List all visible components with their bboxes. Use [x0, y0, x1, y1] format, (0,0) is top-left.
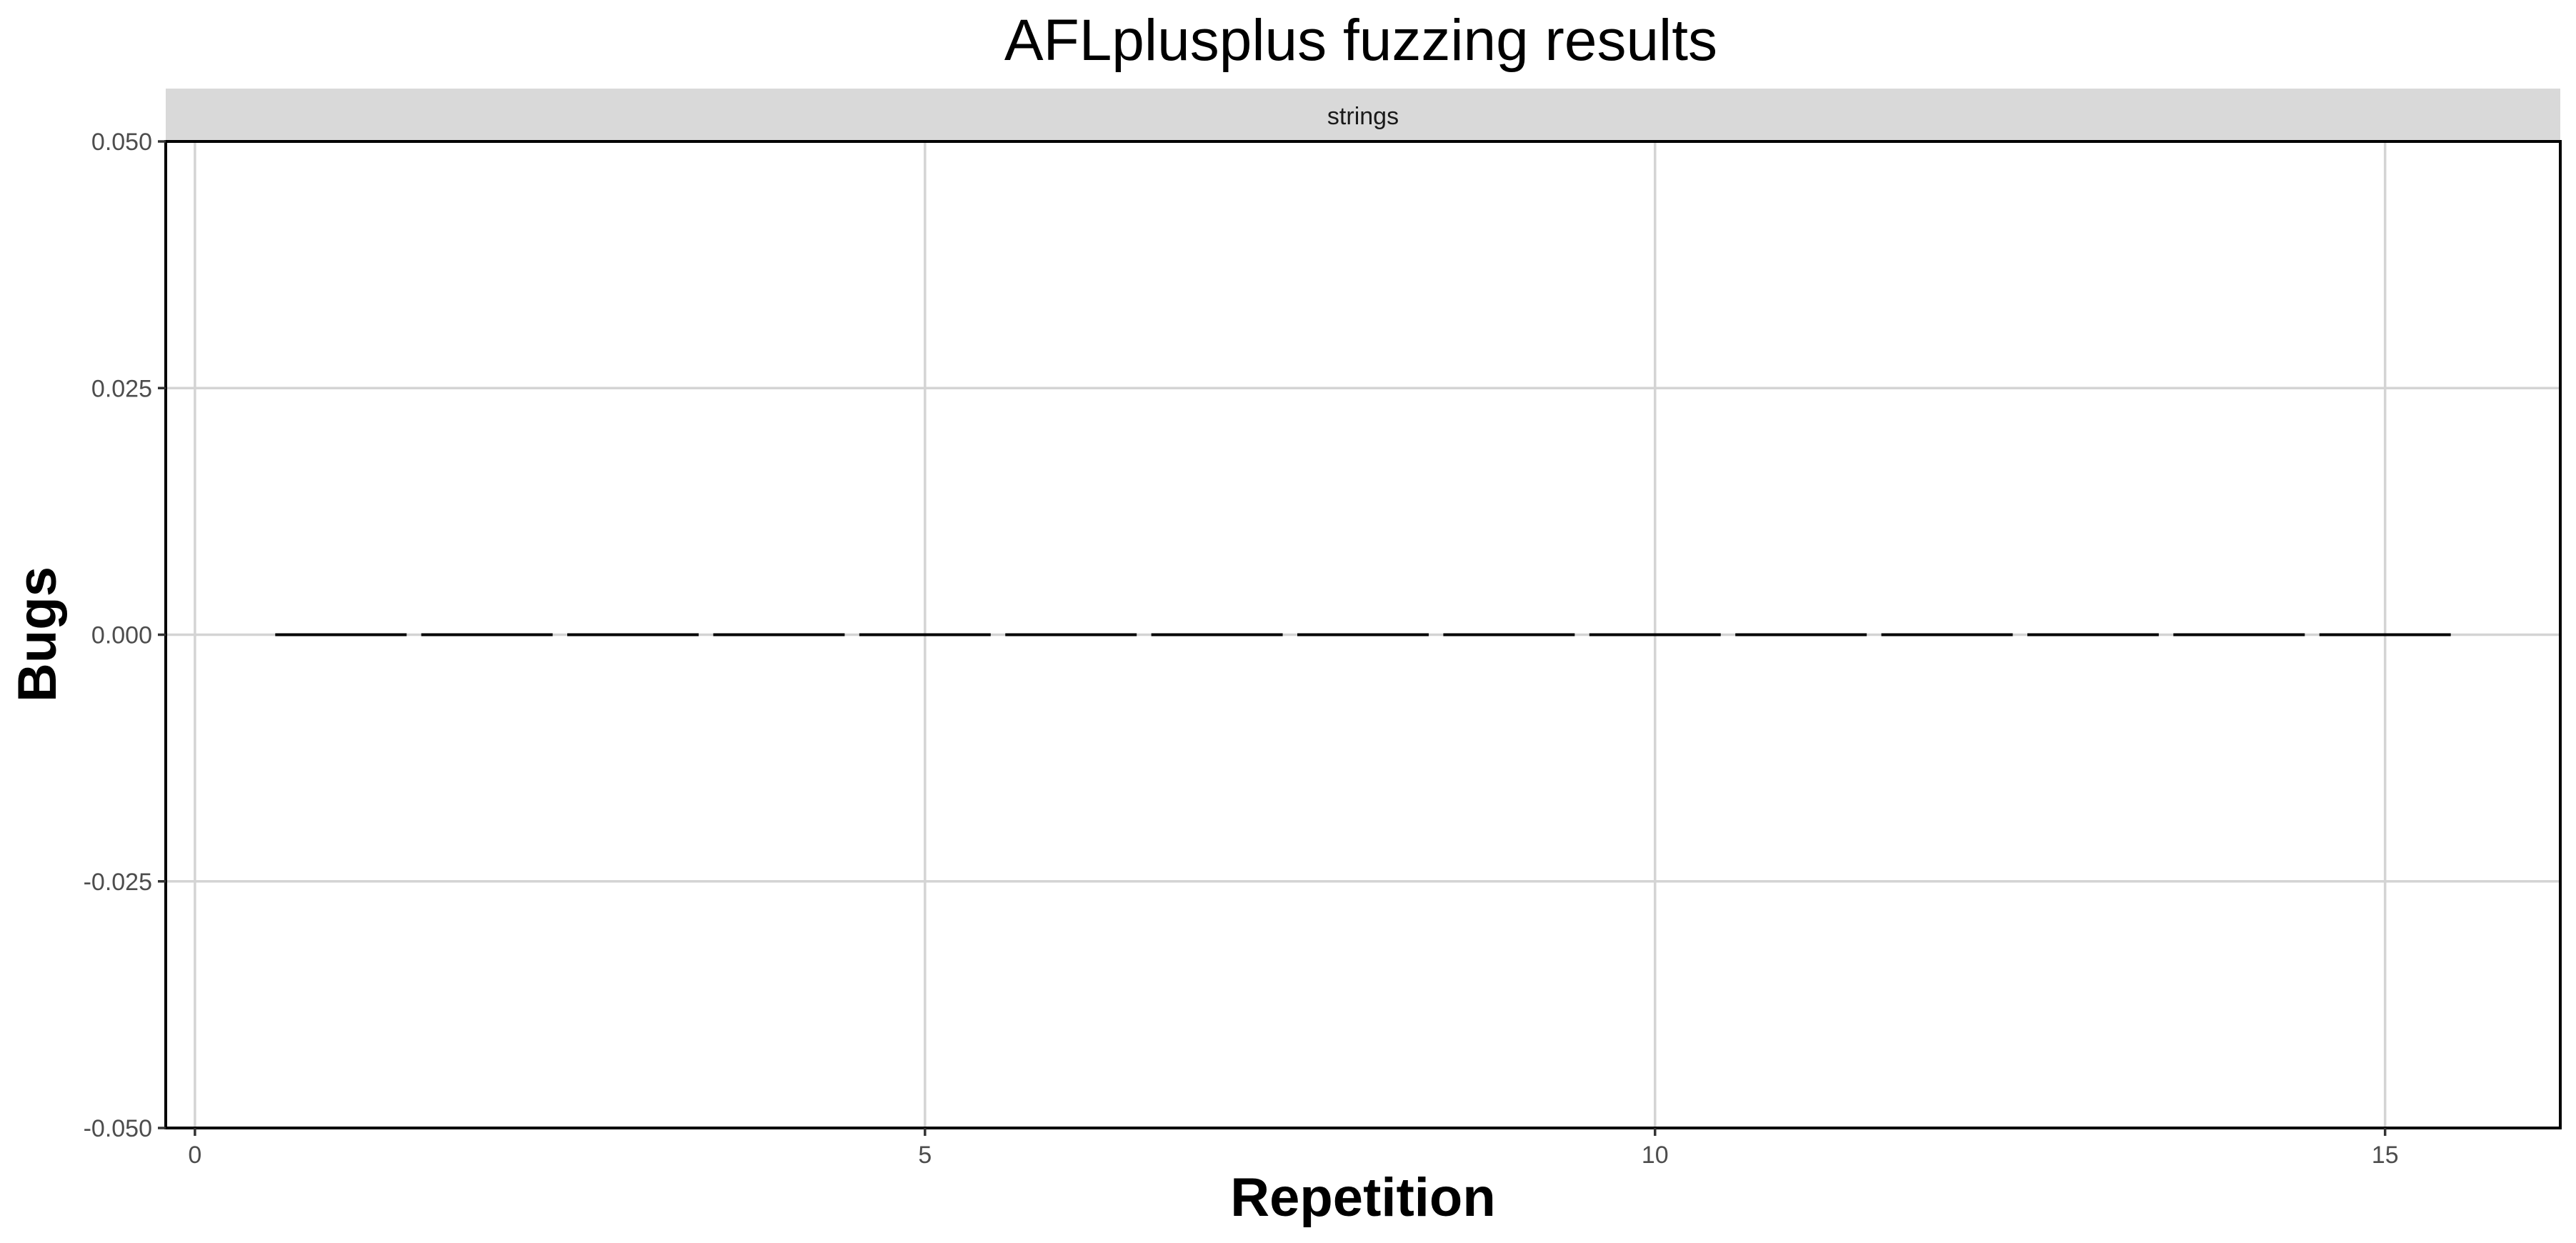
chart-title: AFLplusplus fuzzing results: [1004, 8, 1717, 73]
y-axis-title: Bugs: [7, 566, 68, 702]
x-axis-title: Repetition: [1230, 1167, 1496, 1228]
y-tick-label-4: 0.050: [91, 129, 152, 156]
y-tick-label-1: -0.025: [84, 869, 152, 896]
y-tick-label-2: 0.000: [91, 622, 152, 649]
x-tick-label-1: 5: [918, 1142, 932, 1169]
axis-ticks: 0 5 10 15 -0.050 -0.025 0.000 0.025 0.050: [84, 129, 2399, 1169]
x-tick-label-3: 15: [2372, 1142, 2399, 1169]
facet-strip: [166, 89, 2560, 141]
y-tick-label-0: -0.050: [84, 1115, 152, 1142]
y-tick-label-3: 0.025: [91, 375, 152, 402]
x-tick-label-0: 0: [188, 1142, 201, 1169]
facet-strip-label: strings: [1327, 103, 1399, 130]
x-tick-label-2: 10: [1642, 1142, 1669, 1169]
